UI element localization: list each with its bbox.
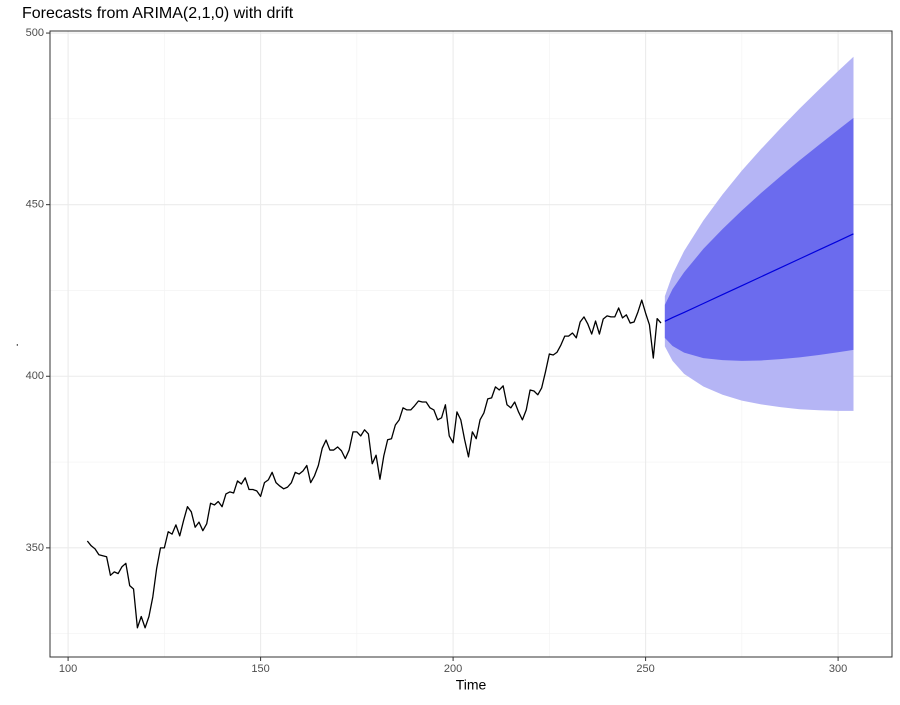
x-tick-label: 300 (829, 663, 847, 675)
x-tick-label: 100 (59, 663, 77, 675)
x-tick-label: 250 (636, 663, 654, 675)
x-tick-label: 150 (251, 663, 269, 675)
panel-border (49, 30, 893, 658)
chart-title: Forecasts from ARIMA(2,1,0) with drift (22, 5, 294, 22)
y-tick-label: 500 (26, 27, 44, 39)
series-line (86, 299, 662, 629)
y-tick-label: 400 (26, 370, 44, 382)
x-axis-label: Time (456, 677, 487, 693)
y-tick-label: 450 (26, 199, 44, 211)
y-axis-label: . (7, 343, 21, 346)
y-tick-label: 350 (26, 542, 44, 554)
forecast-line (664, 233, 854, 322)
x-tick-label: 200 (444, 663, 462, 675)
